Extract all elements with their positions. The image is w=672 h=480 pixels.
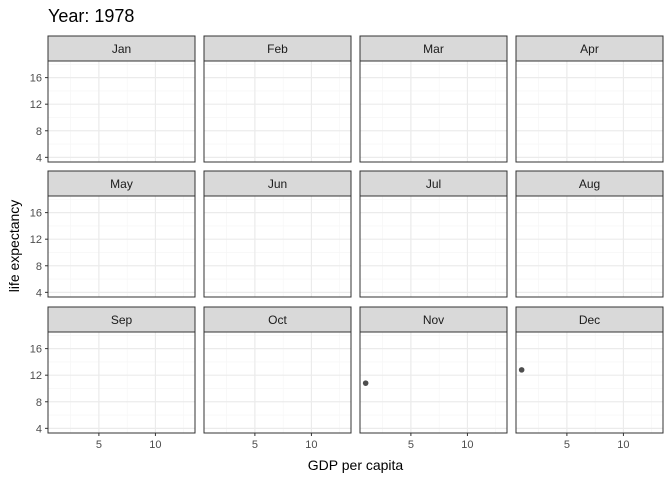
x-tick-label: 5 (564, 439, 570, 451)
facet-strip-label: Dec (579, 313, 600, 327)
facet-strip (515, 170, 664, 197)
facet-panel: Jun (203, 170, 352, 298)
plot-area (204, 61, 351, 162)
facet-strip (359, 35, 508, 62)
facet-strip (515, 306, 664, 333)
y-tick-label: 16 (30, 73, 42, 85)
facet-strip (203, 306, 352, 333)
x-tick-label: 10 (461, 439, 473, 451)
panel-border (203, 60, 352, 163)
x-tick-label: 10 (149, 439, 161, 451)
facet-panel: Nov 5 10 (359, 306, 508, 451)
facet-strip-label: Sep (111, 313, 133, 327)
facet-panel: Feb (203, 35, 352, 163)
facet-panel: Dec 5 10 (515, 306, 664, 451)
y-tick-label: 4 (36, 152, 42, 164)
facet-strip-label: Oct (268, 313, 287, 327)
panel-border (203, 331, 352, 434)
facet-panel: May 4 8 12 16 (30, 170, 196, 299)
facet-strip-label: Feb (267, 42, 288, 56)
facet-panel: Mar (359, 35, 508, 163)
panel-border (515, 195, 664, 298)
y-tick-label: 8 (36, 126, 42, 138)
panel-border (359, 195, 508, 298)
facet-strip (359, 306, 508, 333)
facet-strip-label: Aug (579, 177, 600, 191)
data-point (518, 367, 525, 373)
facet-strip-label: Jun (268, 177, 287, 191)
plot-area (48, 196, 195, 297)
facet-strip (47, 35, 196, 62)
panel-border (359, 331, 508, 434)
panel-border (47, 60, 196, 163)
y-tick-label: 4 (36, 287, 42, 299)
y-tick-label: 16 (30, 344, 42, 356)
panel-border (203, 195, 352, 298)
facet-panel: Aug (515, 170, 664, 298)
plot-area (516, 61, 663, 162)
facet-strip-label: Nov (423, 313, 444, 327)
y-tick-label: 12 (30, 370, 42, 382)
plot-area (48, 332, 195, 433)
facet-panel: Apr (515, 35, 664, 163)
panel-border (515, 60, 664, 163)
chart-title: Year: 1978 (48, 6, 134, 26)
facet-strip-label: Jan (112, 42, 131, 56)
panel-border (47, 331, 196, 434)
y-tick-label: 12 (30, 234, 42, 246)
plot-area (516, 332, 663, 433)
facet-strip-label: May (110, 177, 133, 191)
panel-border (515, 331, 664, 434)
x-tick-label: 5 (408, 439, 414, 451)
plot-area (204, 332, 351, 433)
panel-border (47, 195, 196, 298)
x-tick-label: 10 (617, 439, 629, 451)
x-tick-label: 5 (96, 439, 102, 451)
facet-panel: Jan 4 8 12 16 (30, 35, 196, 164)
data-point (362, 380, 369, 386)
facet-strip (47, 170, 196, 197)
facet-strip-label: Jul (426, 177, 441, 191)
y-tick-label: 8 (36, 397, 42, 409)
facet-strip (203, 170, 352, 197)
plot-area (360, 332, 507, 433)
facet-strip (203, 35, 352, 62)
y-tick-label: 8 (36, 261, 42, 273)
plot-area (204, 196, 351, 297)
facet-strip-label: Apr (580, 42, 599, 56)
y-tick-label: 4 (36, 423, 42, 435)
plot-area (516, 196, 663, 297)
facet-panel: Jul (359, 170, 508, 298)
plot-area (360, 196, 507, 297)
x-tick-label: 10 (305, 439, 317, 451)
facet-strip-label: Mar (423, 42, 444, 56)
plot-area (48, 61, 195, 162)
x-tick-label: 5 (252, 439, 258, 451)
y-tick-label: 12 (30, 99, 42, 111)
facet-strip (359, 170, 508, 197)
facet-panels: Jan 4 8 12 16 Feb Mar Apr May 4 8 12 16 Jun Jul Aug Sep 4… (30, 35, 664, 451)
y-tick-label: 16 (30, 208, 42, 220)
panel-border (359, 60, 508, 163)
facet-panel: Oct 5 10 (203, 306, 352, 451)
plot-area (360, 61, 507, 162)
y-axis-title: life expectancy (6, 200, 22, 293)
x-axis-title: GDP per capita (308, 457, 404, 473)
facet-panel: Sep 4 8 12 16 5 10 (30, 306, 196, 451)
